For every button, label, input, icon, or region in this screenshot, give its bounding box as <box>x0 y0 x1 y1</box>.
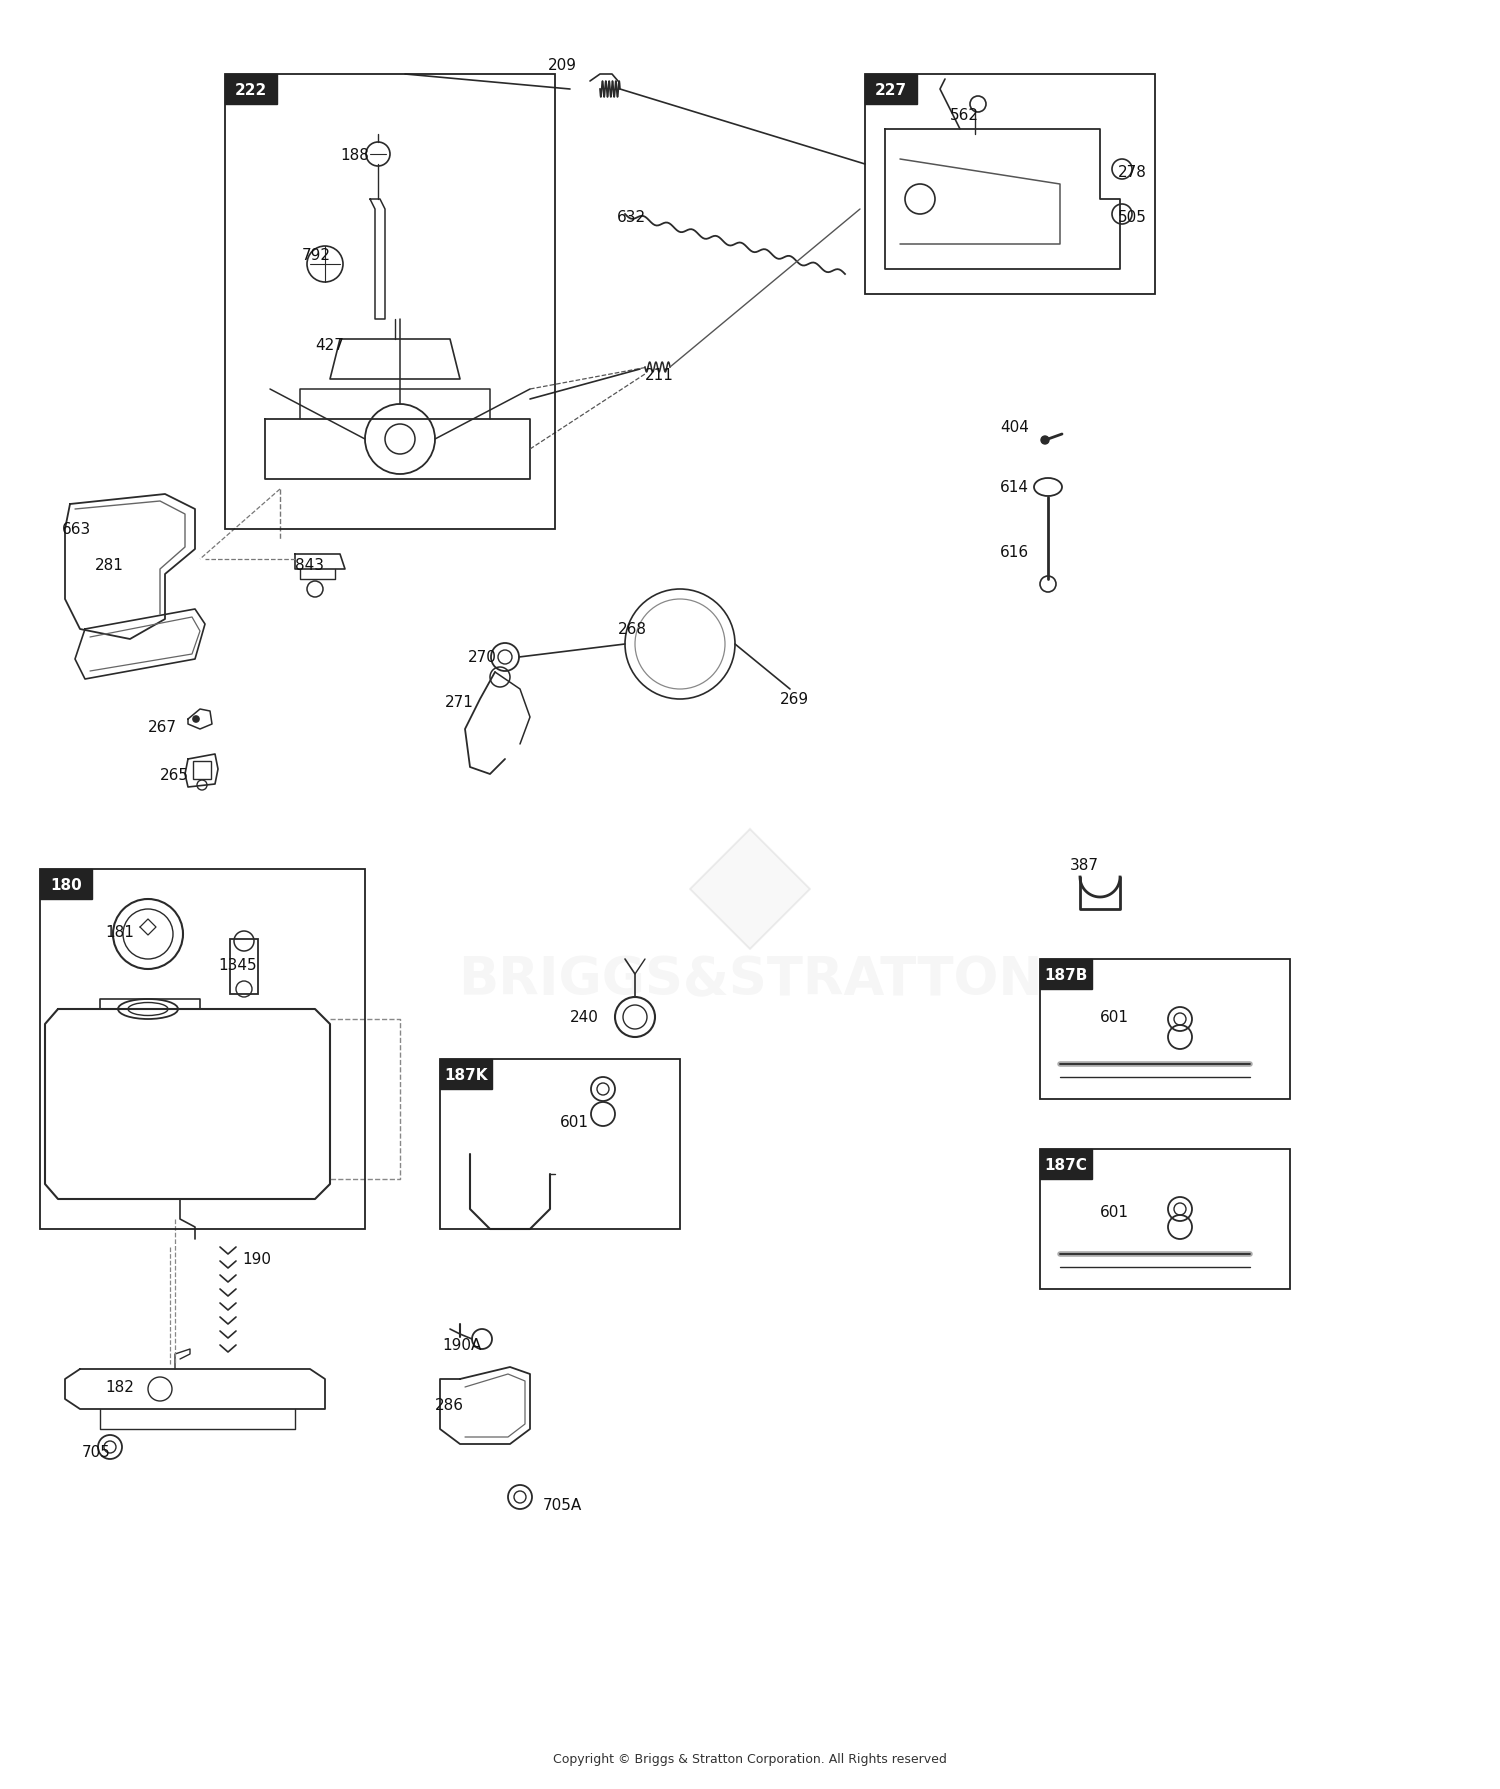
Bar <box>40 869 92 900</box>
Bar <box>1040 1149 1092 1179</box>
Text: 222: 222 <box>236 82 267 97</box>
Bar <box>225 75 555 530</box>
Bar <box>230 939 258 995</box>
Text: 601: 601 <box>1100 1009 1130 1025</box>
Text: 227: 227 <box>874 82 908 97</box>
Text: 792: 792 <box>302 249 332 263</box>
Polygon shape <box>690 830 810 950</box>
Text: 286: 286 <box>435 1397 463 1412</box>
Text: 190: 190 <box>242 1251 272 1267</box>
Bar <box>194 762 211 780</box>
Text: 1345: 1345 <box>217 957 256 973</box>
Text: 240: 240 <box>570 1009 598 1025</box>
Text: 663: 663 <box>62 522 92 537</box>
Text: 614: 614 <box>1000 479 1029 496</box>
Circle shape <box>194 717 200 723</box>
Circle shape <box>1041 437 1048 445</box>
Bar <box>440 1059 492 1090</box>
Text: BRIGGS&STRATTON: BRIGGS&STRATTON <box>458 954 1042 1005</box>
Text: 187C: 187C <box>1044 1157 1088 1172</box>
Bar <box>865 75 916 106</box>
Bar <box>1040 1149 1290 1290</box>
Text: 209: 209 <box>548 57 578 73</box>
Text: 187K: 187K <box>444 1066 488 1082</box>
Text: 505: 505 <box>1118 209 1148 225</box>
Text: 281: 281 <box>94 558 124 572</box>
Bar <box>225 75 278 106</box>
Text: 387: 387 <box>1070 857 1100 873</box>
Text: 705: 705 <box>82 1444 111 1460</box>
Text: 182: 182 <box>105 1379 134 1394</box>
Text: 632: 632 <box>616 209 646 225</box>
Text: 180: 180 <box>50 877 82 893</box>
Text: 843: 843 <box>296 558 324 572</box>
Text: 404: 404 <box>1000 420 1029 435</box>
Text: 427: 427 <box>315 338 344 352</box>
Text: 269: 269 <box>780 692 808 707</box>
Text: 278: 278 <box>1118 165 1148 181</box>
Text: 187B: 187B <box>1044 968 1088 982</box>
Text: 181: 181 <box>105 925 134 939</box>
Text: 562: 562 <box>950 107 980 123</box>
Bar <box>40 869 364 1229</box>
Text: 616: 616 <box>1000 544 1029 560</box>
Text: 271: 271 <box>446 694 474 710</box>
Text: 270: 270 <box>468 649 496 666</box>
Bar <box>865 75 1155 295</box>
Text: 601: 601 <box>560 1115 590 1129</box>
Text: 190A: 190A <box>442 1336 482 1352</box>
Text: 188: 188 <box>340 148 369 163</box>
Bar <box>1040 959 1290 1100</box>
Text: Copyright © Briggs & Stratton Corporation. All Rights reserved: Copyright © Briggs & Stratton Corporatio… <box>554 1753 946 1766</box>
Text: 268: 268 <box>618 621 646 637</box>
Text: 601: 601 <box>1100 1204 1130 1220</box>
Text: 267: 267 <box>148 719 177 735</box>
Text: 705A: 705A <box>543 1497 582 1512</box>
Text: 265: 265 <box>160 767 189 782</box>
Text: 211: 211 <box>645 369 674 383</box>
Bar <box>1040 959 1092 989</box>
Bar <box>440 1059 680 1229</box>
